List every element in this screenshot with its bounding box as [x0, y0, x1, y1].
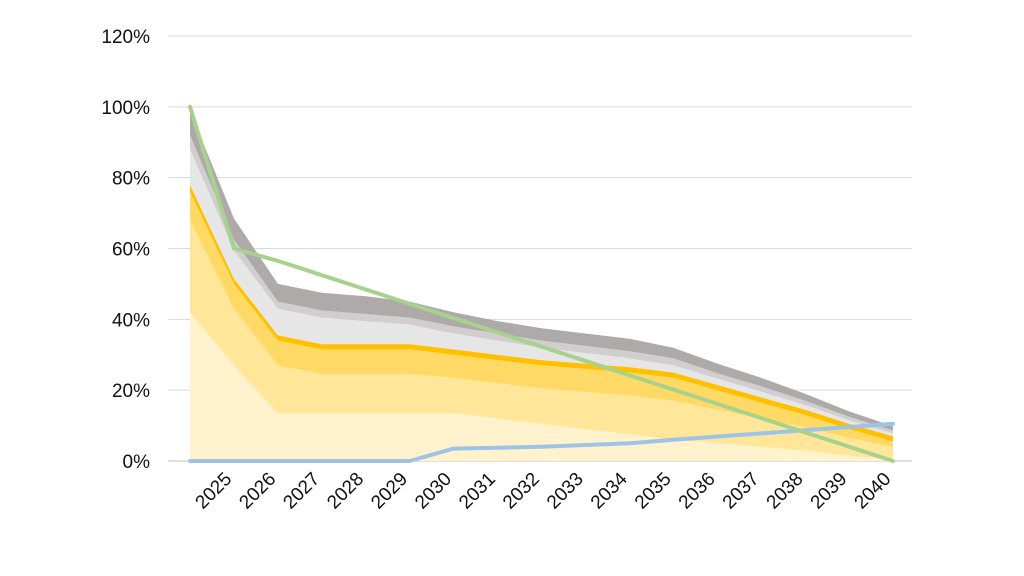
area-band-1 — [190, 312, 893, 461]
area-band-3 — [190, 191, 893, 447]
x-tick-label: 2037 — [719, 469, 764, 514]
x-tick-label: 2033 — [543, 469, 588, 514]
series-lines — [188, 104, 895, 463]
x-tick-label: 2039 — [807, 469, 852, 514]
x-tick-label: 2026 — [235, 469, 280, 514]
y-tick-label: 100% — [101, 98, 150, 119]
y-tick-label: 40% — [112, 310, 150, 331]
x-tick-label: 2029 — [367, 469, 412, 514]
x-tick-label: 2025 — [192, 469, 237, 514]
y-axis-tick-labels: 0% 20% 40% 60% 80% 100% 120% — [101, 27, 150, 473]
area-band-2 — [190, 220, 893, 460]
x-tick-label: 2036 — [675, 469, 720, 514]
x-tick-label: 2031 — [455, 469, 500, 514]
green-series-line — [188, 104, 895, 463]
x-tick-label: 2028 — [323, 469, 368, 514]
x-tick-label: 2032 — [499, 469, 544, 514]
x-tick-label: 2038 — [763, 469, 808, 514]
y-tick-label: 120% — [101, 27, 150, 48]
x-tick-label: 2034 — [587, 468, 632, 513]
area-band-4 — [190, 184, 893, 442]
blue-series-line — [188, 421, 895, 463]
y-tick-label: 60% — [112, 240, 150, 261]
x-axis-tick-labels: 2025 2026 2027 2028 2029 2030 2031 2032 2033 2034… — [192, 468, 896, 513]
y-tick-label: 80% — [112, 169, 150, 190]
stacked-areas — [190, 110, 893, 461]
x-tick-label: 2027 — [279, 469, 324, 514]
x-tick-label: 2030 — [411, 469, 456, 514]
x-tick-label: 2040 — [851, 469, 896, 514]
y-tick-label: 20% — [112, 381, 150, 402]
x-tick-label: 2035 — [631, 469, 676, 514]
y-tick-label: 0% — [123, 452, 151, 473]
